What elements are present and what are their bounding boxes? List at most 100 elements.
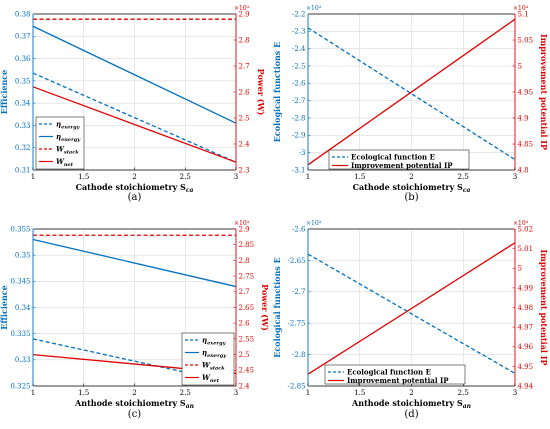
y-right-tick-label: 2.3 <box>239 166 250 174</box>
y-right-multiplier: ×10⁴ <box>234 5 250 12</box>
legend-box <box>35 116 85 170</box>
series-line-b-1 <box>307 18 516 166</box>
x-tick-label: 1.5 <box>354 173 365 181</box>
x-tick-label: 2.5 <box>180 173 191 181</box>
y-right-tick-label: 4.95 <box>518 88 534 96</box>
y-tick-label: -2.8 <box>292 114 306 122</box>
x-tick-label: 3 <box>513 173 517 181</box>
y-right-tick-label: 4.95 <box>518 363 534 371</box>
x-tick-label: 3 <box>513 389 517 397</box>
y-right-tick-label: 2.4 <box>239 140 251 148</box>
y-tick-label: -2.85 <box>288 382 306 390</box>
y-tick-label: 0.335 <box>10 330 30 338</box>
chart-panel-d: 1 1.5 2 2.5 3 -2.85 -2.8 -2.75 -2.7 -2.65 -2.6 4.94… <box>272 220 549 420</box>
y-tick-label: -2.9 <box>292 132 306 140</box>
legend-label: Improvement potential IP <box>351 161 453 170</box>
panel-label: (a) <box>128 192 142 203</box>
legend-label: Ecological function E <box>347 368 431 377</box>
y-right-tick-label: 2.7 <box>239 288 250 296</box>
y-right-tick-label: 2.65 <box>239 304 255 312</box>
y-tick-label: 0.34 <box>15 100 31 108</box>
legend-label: Wnet <box>56 157 74 168</box>
chart-panel-c: 1 1.5 2 2.5 3 0.325 0.33 0.335 0.34 0.345 0.35 0.35… <box>0 220 270 420</box>
y-tick-label: 0.36 <box>15 55 31 63</box>
y-tick-label: -2.75 <box>288 320 306 328</box>
legend-label: Wstack <box>56 145 79 156</box>
y-left-multiplier: ×10⁴ <box>306 5 322 12</box>
y-right-tick-label: 5 <box>518 62 522 70</box>
y-right-tick-label: 2.5 <box>239 351 250 359</box>
x-tick-label: 2 <box>409 389 413 397</box>
y-tick-label: 0.33 <box>15 122 31 130</box>
series-line-c-0 <box>32 338 237 385</box>
legend-label: ηenergy <box>56 132 81 143</box>
series-line-d-1 <box>307 242 516 375</box>
y-right-tick-label: 4.96 <box>518 343 534 351</box>
y-right-tick-label: 4.99 <box>518 284 534 292</box>
legend-label: ηexergy <box>202 336 227 347</box>
y-right-tick-label: 5.05 <box>518 36 534 44</box>
y-tick-label: 0.355 <box>10 225 30 233</box>
y-tick-label: 0.34 <box>15 304 31 312</box>
x-axis-label: Cathode stoichiometry Sca <box>76 182 194 194</box>
x-tick-label: 2 <box>409 173 413 181</box>
y-right-tick-label: 4.8 <box>518 166 529 174</box>
y-tick-label: 0.31 <box>15 166 31 174</box>
legend-label: Wnet <box>202 373 220 384</box>
y-right-tick-label: 4.9 <box>518 114 529 122</box>
y-right-axis-label: Power (W) <box>260 284 270 331</box>
y-right-axis-label: Power (W) <box>256 69 266 116</box>
y-right-tick-label: 5.02 <box>518 225 534 233</box>
y-tick-label: -2.4 <box>292 45 306 53</box>
y-right-tick-label: 5 <box>518 265 522 273</box>
x-tick-label: 3 <box>234 389 238 397</box>
legend-box <box>181 332 235 386</box>
y-right-tick-label: 5.1 <box>518 10 529 18</box>
y-right-tick-label: 2.4 <box>239 382 251 390</box>
y-right-tick-label: 2.75 <box>239 273 255 281</box>
y-right-tick-label: 2.6 <box>239 320 251 328</box>
y-tick-label: -2.6 <box>292 80 306 88</box>
series-line-b-0 <box>307 27 516 161</box>
y-right-tick-label: 4.97 <box>518 324 534 332</box>
x-tick-label: 1.5 <box>78 389 89 397</box>
panel-label: (d) <box>404 409 418 420</box>
y-axis-label: Ecological functions E <box>272 257 282 357</box>
y-axis-label: Efficience <box>0 70 9 114</box>
x-tick-label: 1.5 <box>354 389 365 397</box>
x-axis-label: Anthode stoichiometry San <box>74 398 194 410</box>
y-right-tick-label: 2.85 <box>239 241 255 249</box>
series-line-a-0 <box>32 72 237 163</box>
y-tick-label: 0.35 <box>15 77 31 85</box>
y-tick-label: 0.325 <box>10 382 30 390</box>
y-right-tick-label: 4.94 <box>518 382 534 390</box>
y-tick-label: 0.345 <box>10 278 30 286</box>
y-tick-label: -2.7 <box>292 288 306 296</box>
y-tick-label: -2.6 <box>292 225 306 233</box>
legend-label: ηexergy <box>56 120 81 131</box>
x-tick-label: 1 <box>306 173 310 181</box>
y-right-tick-label: 2.6 <box>239 88 251 96</box>
y-tick-label: -2.7 <box>292 97 306 105</box>
y-right-tick-label: 2.55 <box>239 335 255 343</box>
x-tick-label: 2 <box>132 173 136 181</box>
legend-label: Wstack <box>202 361 225 372</box>
y-right-multiplier: ×10⁴ <box>234 220 250 227</box>
series-line-a-1 <box>32 25 237 124</box>
legend-box <box>328 149 470 170</box>
legend-box <box>324 364 466 385</box>
y-left-multiplier: ×10⁴ <box>306 220 322 227</box>
y-tick-label: 0.33 <box>15 356 31 364</box>
x-tick-label: 1 <box>31 173 35 181</box>
y-tick-label: 0.32 <box>15 144 31 152</box>
y-tick-label: -3.1 <box>292 166 306 174</box>
y-right-tick-label: 2.7 <box>239 62 250 70</box>
y-right-axis-label: Improvement potential IP <box>539 250 549 366</box>
y-right-axis-label: Improvement potential IP <box>539 34 549 150</box>
x-tick-label: 2.5 <box>458 389 469 397</box>
y-tick-label: -2.5 <box>292 62 306 70</box>
